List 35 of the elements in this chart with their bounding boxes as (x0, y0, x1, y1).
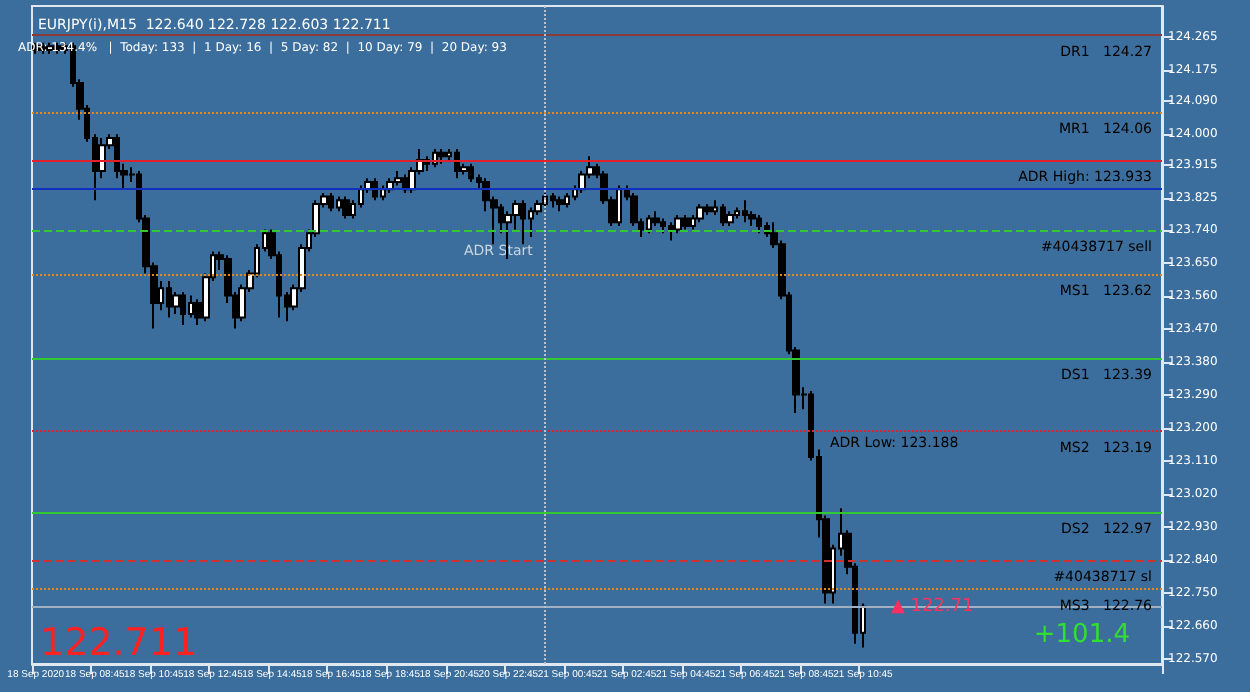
candlestick (660, 217, 666, 235)
candlestick (556, 195, 564, 213)
candlestick (682, 213, 690, 231)
candlestick (668, 221, 674, 242)
candlestick (180, 290, 186, 326)
candlestick (550, 191, 556, 209)
candlestick (564, 191, 570, 209)
candlestick (380, 184, 386, 202)
candlestick (756, 213, 762, 235)
candlestick (528, 206, 534, 238)
candlestick (438, 147, 446, 165)
candlestick (394, 169, 402, 187)
candlestick (616, 184, 622, 227)
candlestick (734, 206, 740, 220)
candlestick (726, 210, 734, 227)
candlestick (674, 213, 682, 235)
candlestick (188, 294, 194, 319)
annotation: ▲ 122.71 (890, 596, 974, 617)
candlestick (402, 173, 408, 194)
candlestick (646, 213, 652, 235)
annotation: +101.4 (1033, 620, 1130, 650)
candlestick (520, 199, 526, 246)
annotation: 122.711 (40, 621, 198, 665)
candlestick (336, 195, 342, 213)
candlestick (704, 202, 712, 216)
candlestick (742, 199, 748, 224)
candlestick (342, 195, 350, 220)
candlestick (652, 210, 660, 227)
candlestick (468, 162, 474, 183)
candlestick (328, 191, 334, 213)
candlestick (454, 147, 460, 180)
candlestick (696, 202, 704, 224)
candlestick (166, 279, 172, 319)
candlestick (720, 202, 726, 227)
candlestick (114, 133, 120, 180)
